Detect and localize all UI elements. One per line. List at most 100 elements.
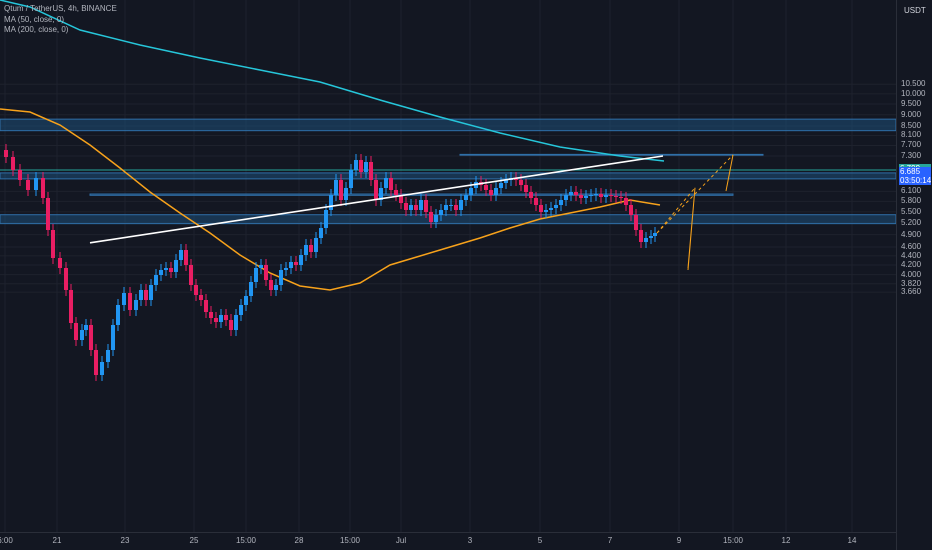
support-resistance-zone [0, 172, 896, 180]
candle-body [649, 236, 653, 238]
time-axis-label: 25 [189, 536, 199, 545]
candle-body [26, 180, 30, 190]
candle-body [469, 188, 473, 195]
candle-body [439, 210, 443, 215]
candle-body [319, 228, 323, 238]
candle-body [364, 162, 368, 172]
candle-body [489, 190, 493, 195]
chart-area[interactable]: Qtum / TetherUS, 4h, BINANCE MA (50, clo… [0, 0, 896, 532]
candle-body [116, 305, 120, 325]
candle-body [144, 290, 148, 300]
price-axis-label: 4.400 [901, 250, 922, 260]
time-axis-label: 15:00 [722, 536, 744, 545]
candle-body [589, 195, 593, 196]
candle-body [4, 150, 8, 157]
ma200-legend[interactable]: MA (200, close, 0) [4, 25, 69, 34]
candle-body [544, 210, 548, 212]
last-price-value: 6.685 [900, 167, 921, 177]
price-axis-label: 10.000 [901, 88, 926, 98]
price-axis-label: 5.800 [901, 196, 922, 206]
price-axis-label: 8.100 [901, 130, 922, 140]
candle-body [304, 245, 308, 255]
candle-body [579, 195, 583, 198]
candle-body [179, 250, 183, 260]
candle-body [399, 195, 403, 203]
candle-body [69, 290, 73, 323]
candle-body [194, 285, 198, 295]
candle-body [64, 268, 68, 290]
candle-body [41, 178, 45, 198]
candle-body [424, 200, 428, 212]
time-axis-label: 15:00 [235, 536, 257, 545]
candle-body [169, 268, 173, 272]
candle-body [499, 183, 503, 188]
candle-body [644, 238, 648, 242]
price-chart[interactable] [0, 0, 896, 532]
candle-body [524, 185, 528, 192]
candle-body [204, 300, 208, 312]
projection-down-arrow [656, 187, 696, 234]
candle-body [94, 350, 98, 375]
price-axis-label: 4.000 [901, 269, 922, 279]
support-resistance-zone [0, 118, 896, 132]
last-price-badge: 6.685 03:50:14 [899, 167, 932, 186]
time-axis[interactable]: 6:00 21 23 25 15:00 28 15:00 Jul 3 5 7 9 15:00 12 14 [0, 532, 896, 550]
candle-body [274, 285, 278, 290]
candle-body [289, 262, 293, 268]
candle-body [51, 230, 55, 258]
candle-body [111, 325, 115, 350]
ma200-line [0, 0, 665, 162]
candle-body [599, 194, 603, 197]
support-resistance-zone [0, 214, 896, 225]
candle-body [234, 315, 238, 330]
candle-body [554, 205, 558, 208]
candle-body [264, 265, 268, 280]
candle-body [404, 203, 408, 210]
candle-body [494, 188, 498, 195]
arrowhead-up [725, 154, 734, 192]
time-axis-label: 28 [294, 536, 304, 545]
candle-body [314, 238, 318, 252]
candle-body [429, 212, 433, 222]
price-axis-label: 3.660 [901, 287, 922, 297]
candle-body [384, 178, 388, 188]
candle-body [529, 192, 533, 198]
candle-body [46, 198, 50, 230]
price-axis-label: 3.820 [901, 278, 922, 288]
candle-body [284, 268, 288, 270]
countdown-timer: 03:50:14 [900, 176, 932, 186]
time-axis-label: Jul [395, 536, 407, 545]
time-axis-label: 14 [847, 536, 857, 545]
time-axis-label: 6:00 [0, 536, 13, 545]
time-axis-label: 3 [467, 536, 473, 545]
candle-body [74, 323, 78, 340]
symbol-label[interactable]: Qtum / TetherUS, 4h, BINANCE [4, 4, 117, 13]
candle-body [629, 205, 633, 215]
candle-body [34, 178, 38, 190]
candle-body [419, 200, 423, 210]
candle-body [569, 192, 573, 195]
candle-body [309, 245, 313, 252]
candle-body [379, 188, 383, 200]
price-axis-label: 7.700 [901, 140, 922, 150]
price-axis[interactable]: USDT 10.500 10.000 9.500 9.000 8.500 8.100 7.7… [896, 0, 932, 550]
candle-body [394, 190, 398, 195]
candle-body [339, 180, 343, 200]
candle-body [244, 296, 248, 305]
candle-body [299, 255, 303, 265]
candle-body [154, 275, 158, 285]
candle-body [454, 205, 458, 210]
price-axis-label: 6.100 [901, 186, 922, 196]
candle-body [174, 260, 178, 272]
candle-body [189, 265, 193, 285]
arrowhead-down [687, 187, 696, 271]
candle-body [539, 205, 543, 212]
candle-body [229, 320, 233, 330]
projection-up-arrow [656, 154, 734, 234]
candle-body [164, 268, 168, 270]
candle-body [534, 198, 538, 205]
currency-label: USDT [904, 6, 926, 15]
ma50-legend[interactable]: MA (50, close, 0) [4, 14, 65, 24]
candle-body [344, 188, 348, 200]
price-axis-label: 9.000 [901, 109, 922, 119]
